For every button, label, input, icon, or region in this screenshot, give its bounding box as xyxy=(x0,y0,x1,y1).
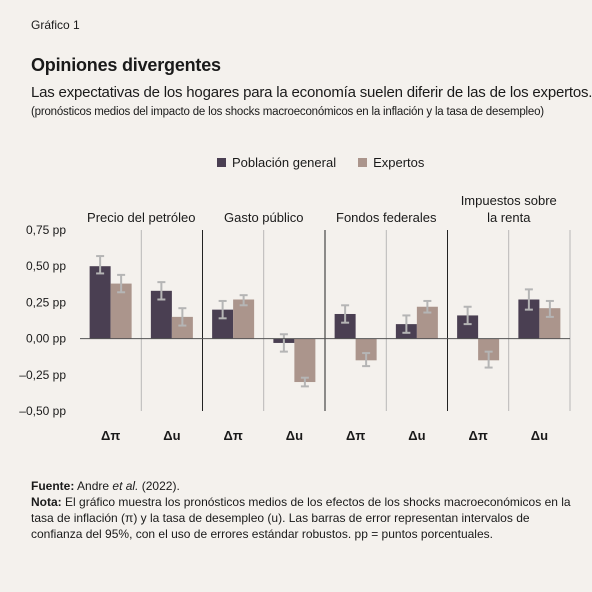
bar-general xyxy=(518,299,540,339)
y-tick-label: –0,25 pp xyxy=(19,368,66,382)
chart-title: Opiniones divergentes xyxy=(31,55,221,75)
source-line: Fuente: Andre et al. (2022). xyxy=(31,478,571,494)
y-tick-label: 0,50 pp xyxy=(26,259,66,273)
group-label: Fondos federales xyxy=(336,210,437,225)
legend-item-expertos: Expertos xyxy=(358,155,424,170)
bar-expertos xyxy=(478,338,500,361)
bar-expertos xyxy=(171,316,193,339)
x-tick-label: Δπ xyxy=(468,428,487,443)
bar-general xyxy=(457,315,479,339)
footer: Fuente: Andre et al. (2022). Nota: El gr… xyxy=(31,478,571,542)
x-tick-label: Δπ xyxy=(223,428,242,443)
y-tick-label: 0,75 pp xyxy=(26,223,66,237)
legend: Población general Expertos xyxy=(217,155,446,170)
group-label: Impuestos sobre xyxy=(461,193,557,208)
bar-general xyxy=(212,309,234,339)
y-tick-label: 0,00 pp xyxy=(26,332,66,346)
bar-expertos xyxy=(539,308,561,339)
legend-label-expertos: Expertos xyxy=(373,155,425,170)
figure-label: Gráfico 1 xyxy=(31,18,80,32)
bar-general xyxy=(150,290,172,339)
x-tick-label: Δu xyxy=(408,428,425,443)
note-text: El gráfico muestra los pronósticos medio… xyxy=(31,495,571,541)
bar-expertos xyxy=(355,338,377,361)
x-tick-label: Δπ xyxy=(101,428,120,443)
legend-label-general: Población general xyxy=(232,155,337,170)
bar-expertos xyxy=(233,299,255,339)
legend-swatch-general xyxy=(217,158,226,167)
legend-item-general: Población general xyxy=(217,155,336,170)
y-tick-label: 0,25 pp xyxy=(26,295,66,309)
chart-subtitle: Las expectativas de los hogares para la … xyxy=(31,84,592,101)
bar-expertos xyxy=(110,283,132,339)
group-label: Precio del petróleo xyxy=(87,210,195,225)
x-tick-label: Δu xyxy=(286,428,303,443)
note-line: Nota: El gráfico muestra los pronósticos… xyxy=(31,494,571,542)
bar-general xyxy=(334,313,356,339)
source-label: Fuente: xyxy=(31,479,75,493)
x-tick-label: Δπ xyxy=(346,428,365,443)
source-text-b: (2022). xyxy=(141,479,180,493)
note-label: Nota: xyxy=(31,495,62,509)
x-tick-label: Δu xyxy=(163,428,180,443)
source-text-a: Andre xyxy=(77,479,110,493)
legend-swatch-expertos xyxy=(358,158,368,167)
bar-chart: 0,75 pp 0,50 pp 0,25 pp 0,00 pp –0,25 pp –0,5… xyxy=(19,193,571,443)
group-label: la renta xyxy=(487,210,531,225)
chart-subnote: (pronósticos medios del impacto de los s… xyxy=(31,106,544,118)
x-tick-label: Δu xyxy=(531,428,548,443)
y-tick-label: –0,50 pp xyxy=(19,404,66,418)
bar-general xyxy=(89,266,111,339)
bar-expertos xyxy=(294,338,316,383)
group-label: Gasto público xyxy=(224,210,304,225)
source-text-em: et al. xyxy=(112,479,139,493)
bar-expertos xyxy=(416,306,438,339)
